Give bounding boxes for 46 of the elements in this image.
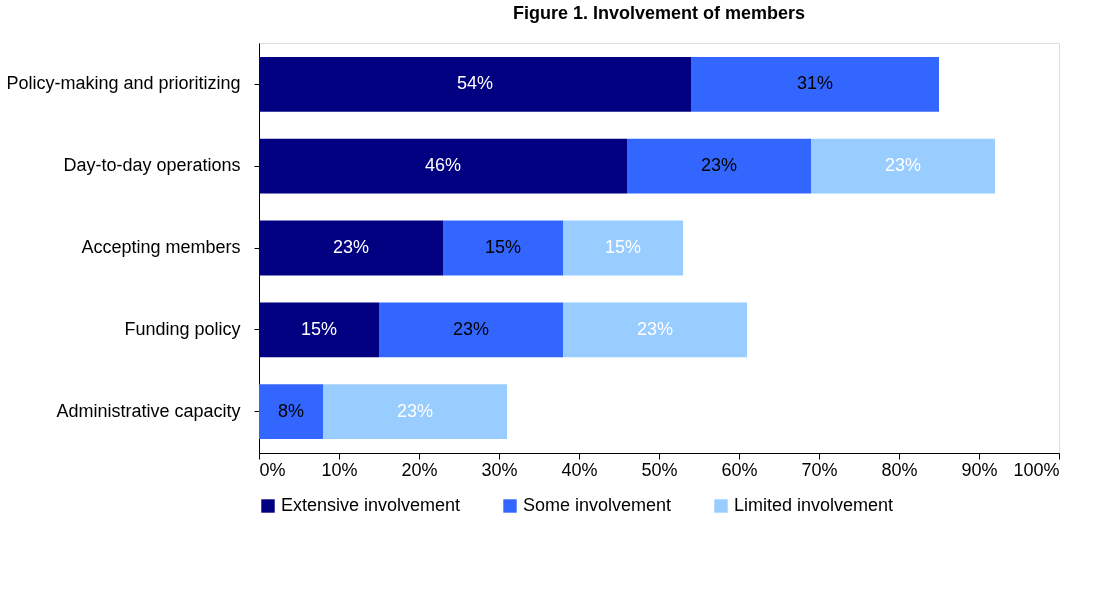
bar — [323, 384, 507, 440]
y-tick-label: Accepting members — [81, 237, 241, 257]
x-tick-label: 90% — [961, 459, 998, 480]
chart-title: Figure 1. Involvement of members — [512, 3, 806, 23]
bar — [259, 384, 323, 440]
legend-label: Extensive involvement — [281, 495, 461, 515]
data-label: 54% — [456, 73, 494, 94]
bar — [691, 56, 939, 112]
x-tick-label: 0% — [259, 459, 286, 480]
data-label: 15% — [300, 318, 338, 339]
bar — [563, 220, 683, 276]
data-label: 23% — [396, 400, 434, 421]
data-label: 15% — [484, 237, 522, 257]
x-tick-label: 40% — [561, 459, 598, 480]
bar — [259, 56, 691, 112]
bar — [627, 138, 811, 194]
y-tick-label: Funding policy — [124, 318, 241, 339]
x-tick-label: 80% — [881, 459, 918, 480]
data-label: 15% — [604, 237, 642, 257]
legend-label: Some involvement — [523, 495, 672, 515]
bar — [563, 302, 747, 358]
y-tick-label: Day-to-day operations — [63, 155, 241, 176]
data-label: 23% — [332, 237, 370, 257]
data-label: 23% — [700, 155, 738, 176]
x-tick-label: 60% — [721, 459, 758, 480]
y-tick-label: Policy-making and prioritizing — [6, 73, 241, 94]
bar — [811, 138, 995, 194]
x-tick-label: 30% — [481, 459, 518, 480]
bar — [259, 302, 379, 358]
data-label: 23% — [884, 155, 922, 176]
data-label: 46% — [424, 155, 462, 176]
x-tick-label: 50% — [641, 459, 678, 480]
x-tick-label: 20% — [401, 459, 438, 480]
data-label: 23% — [452, 318, 490, 339]
legend-label: Limited involvement — [734, 495, 894, 515]
data-label: 23% — [636, 318, 674, 339]
data-label: 8% — [277, 400, 305, 421]
bar — [259, 220, 443, 276]
x-tick-label: 100% — [1013, 459, 1060, 480]
x-tick-label: 70% — [801, 459, 838, 480]
bar — [259, 138, 627, 194]
x-tick-label: 10% — [321, 459, 358, 480]
bar — [379, 302, 563, 358]
bar — [443, 220, 563, 276]
y-tick-label: Administrative capacity — [56, 400, 241, 421]
data-label: 31% — [796, 73, 834, 94]
